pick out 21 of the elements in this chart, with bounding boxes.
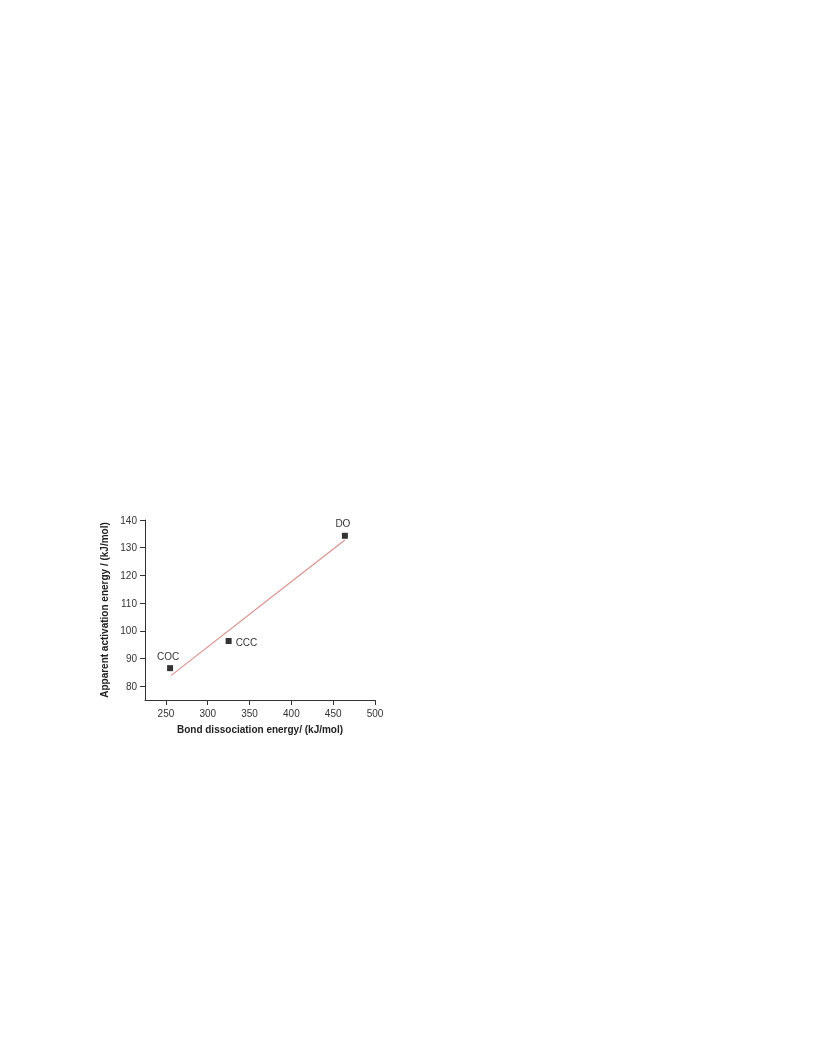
y-tick-label: 80	[125, 680, 138, 692]
point	[167, 665, 174, 672]
x-tick-label: 450	[324, 707, 342, 719]
annotation: DO	[335, 518, 351, 530]
x-tick-label: 250	[157, 707, 175, 719]
x-tick-label: 400	[283, 707, 301, 719]
point	[341, 532, 348, 539]
x-tick-label: 300	[199, 707, 217, 719]
y-tick-label: 120	[120, 569, 138, 581]
x-tick-label: 500	[366, 707, 384, 719]
x-tick-label: 350	[241, 707, 259, 719]
y-axis-title: Apparent activation energy / (kJ/mol)	[98, 522, 110, 698]
y-tick-label: 130	[120, 542, 138, 554]
y-tick-label: 110	[121, 597, 138, 609]
y-tick-label: 140	[120, 514, 138, 526]
annotation: COC	[156, 650, 180, 662]
x-axis-title: Bond dissociation energy/ (kJ/mol)	[176, 723, 344, 735]
y-tick-label: 100	[120, 625, 138, 637]
annotation: CCC	[235, 636, 258, 648]
y-tick-label: 90	[125, 652, 138, 664]
point	[225, 638, 232, 645]
